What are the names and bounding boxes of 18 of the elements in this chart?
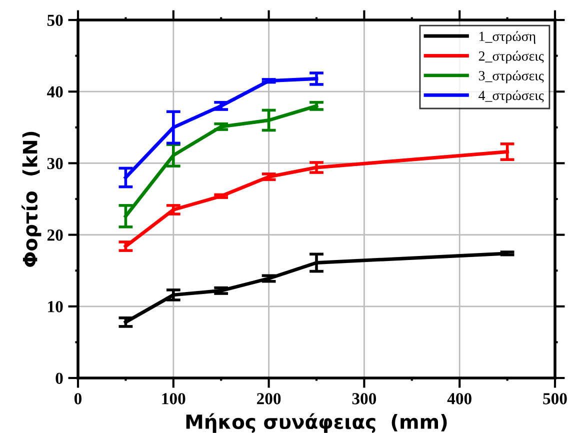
legend-label: 1_στρώση <box>480 31 536 44</box>
y-tick-label: 0 <box>56 372 63 384</box>
y-tick-label: 10 <box>48 301 63 312</box>
legend-label: 3_στρώσεις <box>478 70 544 84</box>
legend-label: 4_στρώσεις <box>478 90 544 103</box>
x-tick-label: 400 <box>447 393 472 404</box>
legend-label: 2_στρώσεις <box>478 50 544 64</box>
y-axis-title: Φορτίο (kN) <box>22 132 42 267</box>
x-tick-label: 200 <box>257 393 281 404</box>
x-axis-title: Μήκος συνάφειας (mm) <box>186 413 447 433</box>
x-tick-label: 500 <box>543 393 567 404</box>
x-tick-label: 100 <box>162 393 186 404</box>
x-tick-label: 0 <box>74 393 82 404</box>
y-tick-label: 50 <box>47 14 63 26</box>
x-tick-label: 300 <box>352 393 376 404</box>
y-tick-label: 30 <box>47 158 63 170</box>
y-tick-label: 40 <box>46 86 63 98</box>
y-tick-label: 20 <box>47 230 63 241</box>
